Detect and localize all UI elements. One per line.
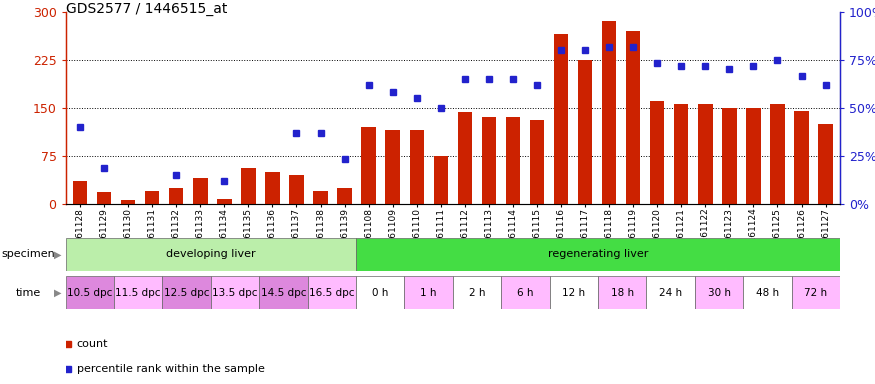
Bar	[598, 276, 647, 309]
Bar	[356, 238, 840, 271]
Bar	[647, 276, 695, 309]
Bar	[550, 276, 598, 309]
Bar	[770, 104, 785, 204]
Bar	[338, 187, 352, 204]
Text: 18 h: 18 h	[611, 288, 634, 298]
Bar	[506, 117, 520, 204]
Text: 10.5 dpc: 10.5 dpc	[67, 288, 113, 298]
Text: ▶: ▶	[53, 249, 61, 260]
Text: 2 h: 2 h	[469, 288, 486, 298]
Text: 0 h: 0 h	[372, 288, 388, 298]
Bar	[695, 276, 743, 309]
Bar	[818, 124, 833, 204]
Bar	[145, 191, 159, 204]
Bar	[410, 130, 424, 204]
Bar	[554, 34, 568, 204]
Bar	[501, 276, 550, 309]
Text: 11.5 dpc: 11.5 dpc	[116, 288, 161, 298]
Text: regenerating liver: regenerating liver	[548, 249, 648, 260]
Text: 30 h: 30 h	[708, 288, 731, 298]
Bar	[794, 111, 808, 204]
Bar	[356, 276, 404, 309]
Text: GDS2577 / 1446515_at: GDS2577 / 1446515_at	[66, 2, 227, 16]
Bar	[265, 172, 280, 204]
Bar	[404, 276, 453, 309]
Text: 12.5 dpc: 12.5 dpc	[164, 288, 209, 298]
Bar	[308, 276, 356, 309]
Text: ▶: ▶	[53, 288, 61, 298]
Bar	[242, 168, 256, 204]
Text: count: count	[77, 339, 108, 349]
Bar	[386, 130, 400, 204]
Bar	[313, 191, 328, 204]
Bar	[578, 60, 592, 204]
Bar	[458, 112, 472, 204]
Bar	[453, 276, 501, 309]
Text: 24 h: 24 h	[659, 288, 682, 298]
Bar	[211, 276, 259, 309]
Bar	[602, 21, 616, 204]
Text: specimen: specimen	[2, 249, 55, 260]
Text: 48 h: 48 h	[756, 288, 779, 298]
Bar	[259, 276, 308, 309]
Text: 16.5 dpc: 16.5 dpc	[309, 288, 354, 298]
Bar	[193, 178, 207, 204]
Bar	[698, 104, 712, 204]
Bar	[290, 175, 304, 204]
Bar	[746, 108, 760, 204]
Bar	[217, 199, 232, 204]
Text: 14.5 dpc: 14.5 dpc	[261, 288, 306, 298]
Text: 13.5 dpc: 13.5 dpc	[213, 288, 258, 298]
Bar	[674, 104, 689, 204]
Bar	[529, 120, 544, 204]
Text: 72 h: 72 h	[804, 288, 828, 298]
Text: time: time	[16, 288, 41, 298]
Bar	[650, 101, 664, 204]
Bar	[743, 276, 792, 309]
Bar	[163, 276, 211, 309]
Bar	[114, 276, 163, 309]
Text: 12 h: 12 h	[563, 288, 585, 298]
Text: 1 h: 1 h	[420, 288, 437, 298]
Bar	[722, 108, 737, 204]
Bar	[121, 200, 136, 204]
Bar	[66, 276, 114, 309]
Bar	[792, 276, 840, 309]
Bar	[626, 31, 640, 204]
Bar	[66, 238, 356, 271]
Bar	[481, 117, 496, 204]
Text: percentile rank within the sample: percentile rank within the sample	[77, 364, 264, 374]
Bar	[97, 192, 111, 204]
Text: developing liver: developing liver	[166, 249, 256, 260]
Bar	[73, 181, 88, 204]
Bar	[361, 127, 376, 204]
Text: 6 h: 6 h	[517, 288, 534, 298]
Bar	[169, 187, 184, 204]
Bar	[434, 156, 448, 204]
